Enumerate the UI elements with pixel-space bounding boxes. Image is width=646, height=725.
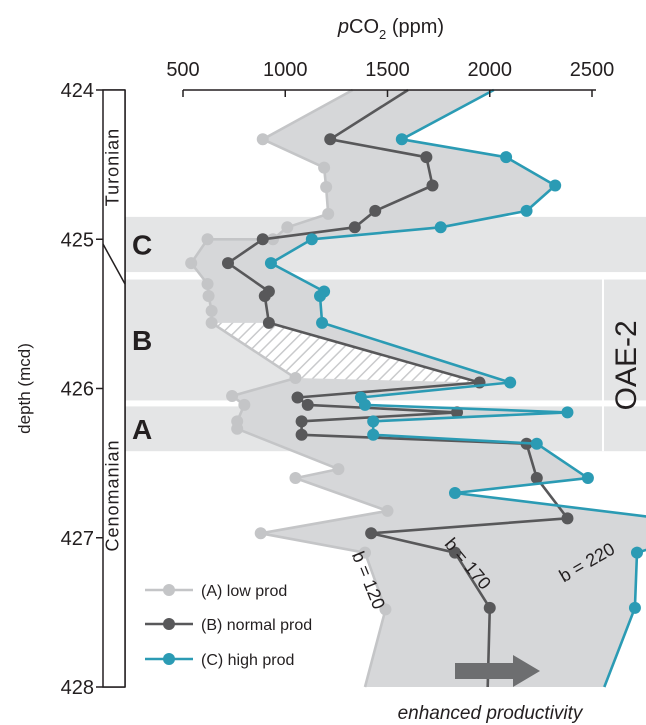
series-point-A [201, 233, 214, 246]
series-point-C [448, 486, 461, 499]
series-point-C [581, 472, 594, 485]
series-point-C [500, 151, 513, 164]
series-point-A [226, 389, 239, 402]
stage-label-turonian: Turonian [103, 128, 123, 206]
series-point-B [365, 527, 378, 540]
series-point-A [322, 207, 335, 220]
series-point-B [295, 415, 308, 428]
series-point-C [628, 601, 641, 614]
series-layer [185, 88, 646, 688]
series-point-B [221, 257, 234, 270]
series-point-A [381, 504, 394, 517]
band-label-A: A [132, 414, 152, 445]
oae-2-label: OAE-2 [610, 320, 643, 410]
series-point-A [256, 133, 269, 146]
series-point-A [332, 463, 345, 476]
stage-strip [102, 89, 126, 688]
series-point-A [201, 278, 214, 291]
series-point-C [434, 221, 447, 234]
footer-label: enhanced productivity [398, 703, 584, 724]
legend-marker-B [163, 618, 175, 630]
series-point-C [549, 179, 562, 192]
series-point-B [561, 512, 574, 525]
series-point-B [256, 233, 269, 246]
series-point-A [281, 221, 294, 234]
y-tick-label: 426 [61, 379, 94, 401]
series-point-B [369, 204, 382, 217]
hatched-region [211, 322, 480, 383]
x-tick-label: 1000 [263, 59, 308, 81]
series-point-C [520, 204, 533, 217]
series-point-B [426, 179, 439, 192]
legend-marker-A [163, 584, 175, 596]
stage-boundary [102, 243, 126, 285]
series-point-A [205, 304, 218, 317]
y-tick-label: 424 [61, 80, 94, 102]
series-point-C [264, 257, 277, 270]
series-point-C [305, 233, 318, 246]
series-point-B [258, 289, 271, 302]
y-tick-label: 428 [61, 677, 94, 699]
series-point-C [314, 289, 327, 302]
series-point-C [316, 316, 329, 329]
series-point-B [448, 546, 461, 559]
y-tick-label: 425 [61, 229, 94, 251]
series-point-B [348, 221, 361, 234]
series-point-A [202, 289, 215, 302]
series-point-C [359, 398, 372, 411]
legend-label-A: (A) low prod [201, 583, 287, 600]
axes-layer: 500 1000 1500 2000 2500 pCO2 (ppm) 424 425 426 42… [15, 16, 614, 699]
series-point-A [238, 398, 251, 411]
series-point-A [289, 372, 302, 385]
band-label-B: B [132, 325, 152, 356]
series-point-A [289, 472, 302, 485]
series-point-A [231, 422, 244, 435]
series-point-C [504, 376, 517, 389]
series-point-B [295, 428, 308, 441]
y-axis-title: depth (mcd) [15, 343, 34, 434]
series-point-B [483, 601, 496, 614]
series-point-C [530, 437, 543, 450]
series-point-A [379, 603, 392, 616]
x-tick-label: 500 [166, 59, 199, 81]
x-tick-label: 2500 [570, 59, 615, 81]
legend-label-C: (C) high prod [201, 652, 294, 669]
series-point-B [301, 398, 314, 411]
series-point-B [530, 472, 543, 485]
band-label-C: C [132, 229, 152, 260]
series-point-B [291, 391, 304, 404]
x-tick-label: 2000 [468, 59, 513, 81]
series-point-B [324, 133, 337, 146]
series-point-A [205, 316, 218, 329]
y-tick-label: 427 [61, 528, 94, 550]
stage-label-cenomanian: Cenomanian [103, 439, 123, 551]
series-point-C [630, 546, 643, 559]
series-point-B [262, 316, 275, 329]
series-point-A [320, 181, 333, 194]
series-point-A [254, 527, 267, 540]
legend-marker-C [163, 653, 175, 665]
series-point-C [561, 406, 574, 419]
productivity-arrow-icon [455, 655, 540, 687]
series-point-C [367, 415, 380, 428]
series-point-C [367, 428, 380, 441]
series-point-A [185, 257, 198, 270]
x-tick-label: 1500 [365, 59, 410, 81]
series-line-B [226, 88, 569, 688]
series-point-C [395, 133, 408, 146]
series-point-A [318, 161, 331, 174]
series-point-A [359, 546, 372, 559]
series-point-B [420, 151, 433, 164]
legend-label-B: (B) normal prod [201, 617, 312, 634]
x-axis-title: pCO2 (ppm) [337, 16, 444, 42]
